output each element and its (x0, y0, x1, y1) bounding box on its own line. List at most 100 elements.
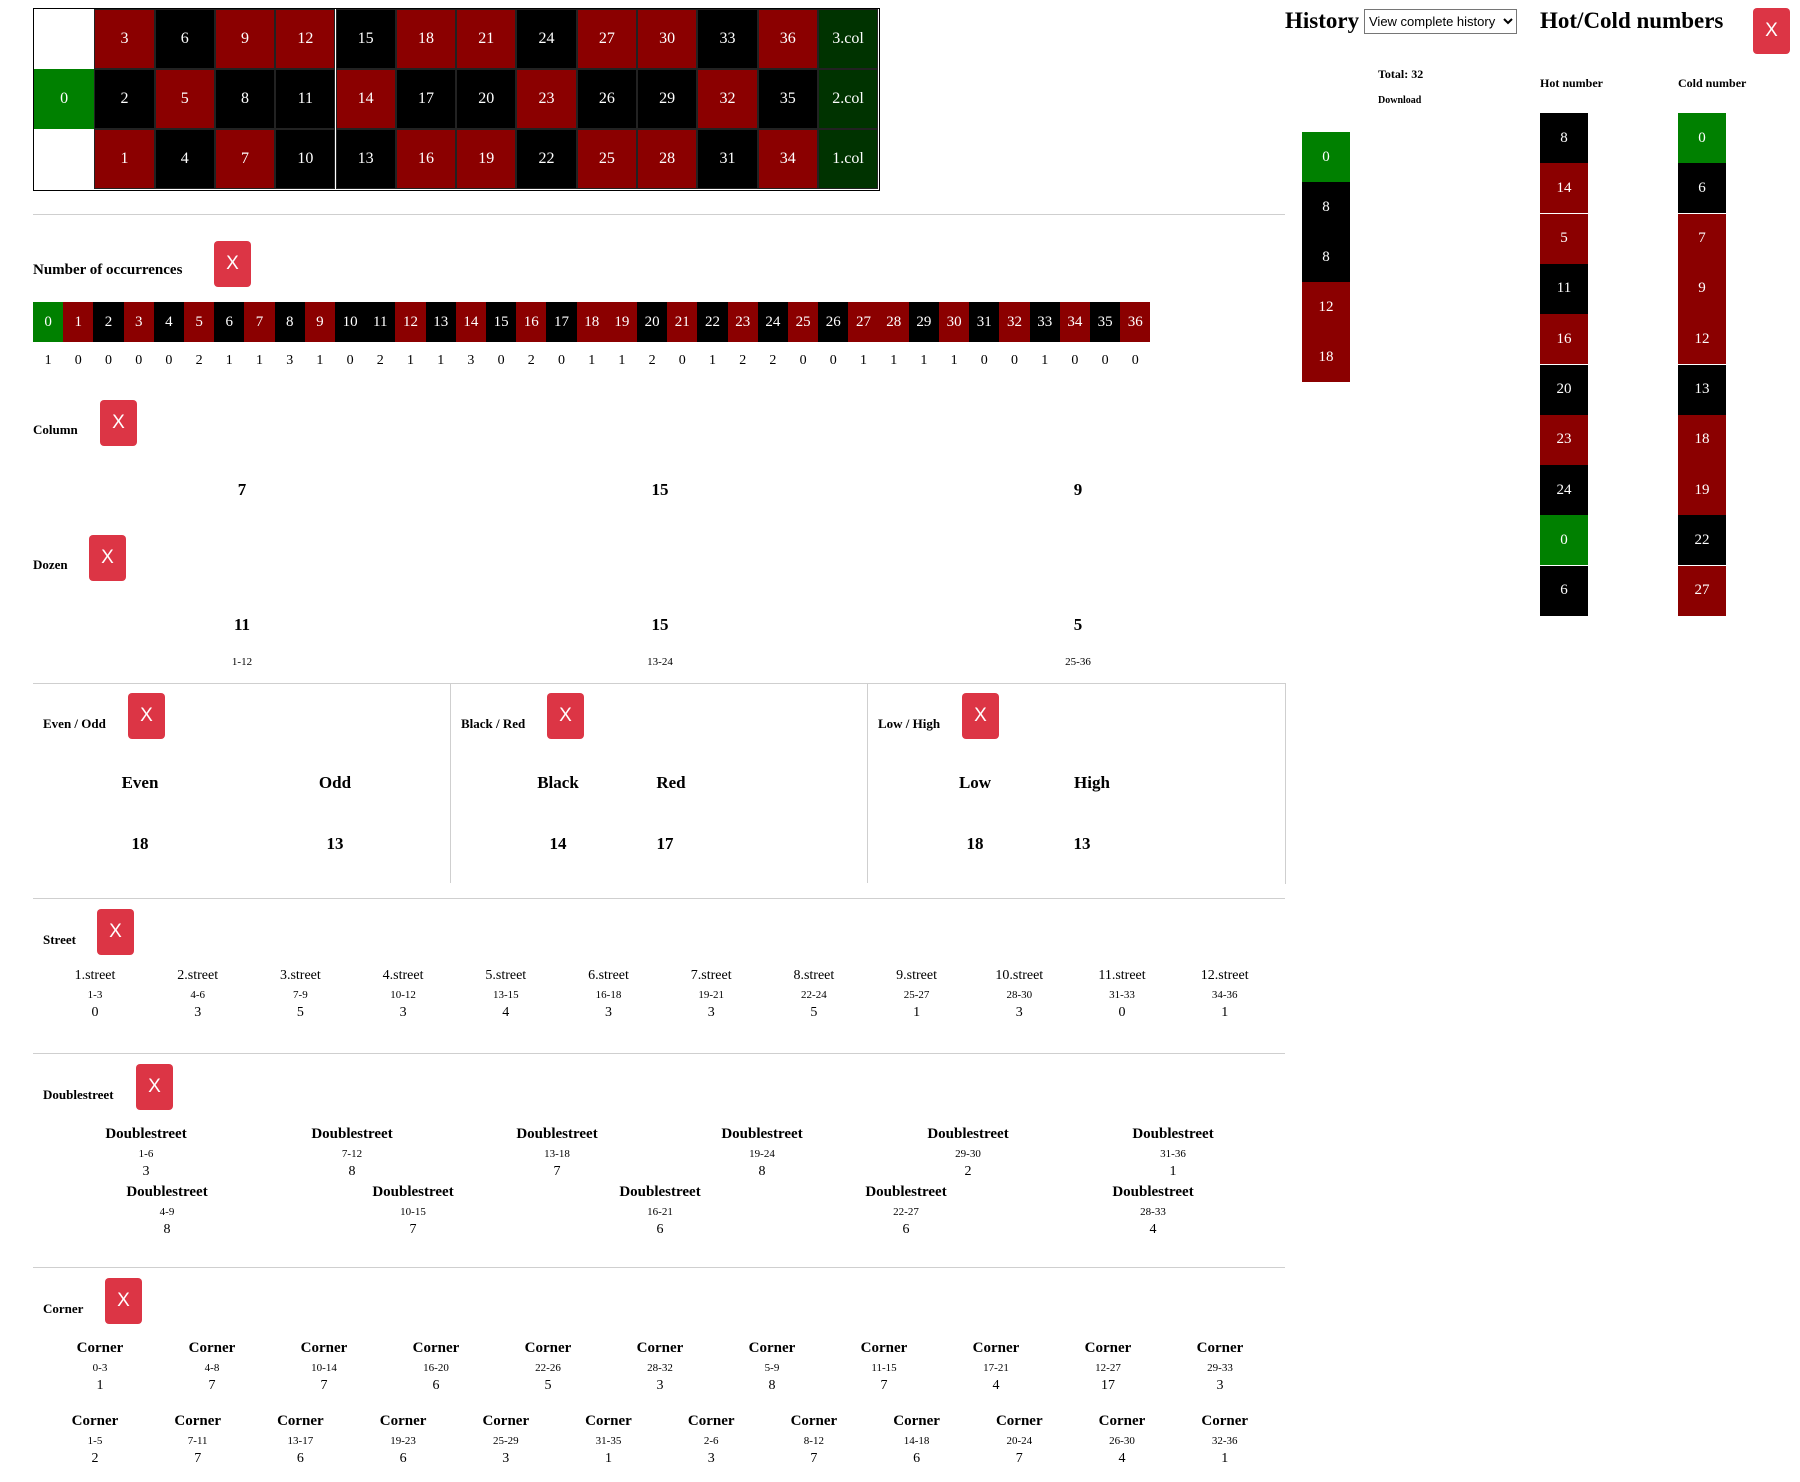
board-number-cell[interactable]: 12 (275, 9, 336, 69)
corner-range: 17-21 (983, 1362, 1009, 1374)
street-name: 2.street (177, 968, 219, 983)
board-number-cell[interactable]: 14 (335, 69, 396, 129)
doublestreet-range: 10-15 (400, 1206, 426, 1218)
board-number-cell[interactable]: 24 (516, 9, 577, 69)
board-number-cell[interactable]: 2 (94, 69, 155, 129)
corner-name: Corner (860, 1340, 908, 1356)
street-range: 22-24 (801, 989, 827, 1001)
board-number-cell[interactable]: 35 (757, 69, 818, 129)
board-number-cell[interactable]: 8 (214, 69, 276, 129)
corner-count: 1 (605, 1451, 612, 1466)
board-number-cell[interactable]: 6 (154, 9, 215, 69)
board-number-cell[interactable]: 10 (275, 129, 336, 189)
board-number-cell[interactable]: 32 (697, 69, 758, 129)
corner-count: 7 (320, 1378, 328, 1393)
corner-count: 3 (502, 1451, 510, 1466)
doublestreet-count: 4 (1149, 1222, 1157, 1237)
lowhigh-close-button[interactable]: X (962, 693, 999, 739)
board-number-cell[interactable]: 15 (335, 9, 396, 69)
board-number-cell[interactable]: 28 (637, 129, 698, 189)
board-column-cell[interactable]: 2.col (817, 69, 879, 129)
corner-name: Corner (636, 1340, 684, 1356)
corner-name: Corner (277, 1413, 324, 1429)
street-count: 1 (913, 1005, 921, 1020)
occurrence-number: 3 (123, 302, 154, 342)
corner-count: 7 (1015, 1451, 1023, 1466)
board-number-cell[interactable]: 11 (275, 69, 336, 129)
board-number-cell[interactable]: 5 (154, 69, 215, 129)
dozen-close-button[interactable]: X (89, 535, 126, 581)
history-select[interactable]: View complete history (1364, 9, 1517, 34)
column-title: Column (33, 422, 78, 437)
board-number-cell[interactable]: 9 (214, 9, 276, 69)
blackred-close-button[interactable]: X (547, 693, 584, 739)
board-number-cell[interactable]: 17 (395, 69, 457, 129)
board-number-cell[interactable]: 3 (94, 9, 155, 69)
board-number-cell[interactable]: 22 (516, 129, 577, 189)
doublestreet-name: Doublestreet (1132, 1126, 1214, 1142)
hotcold-close-button[interactable]: X (1753, 8, 1790, 54)
cold-number-item: 22 (1678, 515, 1726, 566)
doublestreet-count: 7 (553, 1164, 561, 1179)
corner-count: 6 (913, 1451, 921, 1466)
occurrence-number: 30 (939, 302, 970, 342)
occurrence-count: 2 (376, 353, 384, 368)
board-number-cell[interactable]: 33 (697, 9, 758, 69)
board-number-cell[interactable]: 21 (456, 9, 517, 69)
doublestreet-close-button[interactable]: X (136, 1064, 173, 1110)
board-number-cell[interactable]: 7 (214, 129, 276, 189)
street-close-button[interactable]: X (97, 909, 134, 955)
board-number-cell[interactable]: 20 (456, 69, 517, 129)
occurrence-count: 1 (950, 353, 958, 368)
corner-range: 2-6 (703, 1435, 719, 1447)
corner-close-button[interactable]: X (105, 1278, 142, 1324)
corner-range: 11-15 (871, 1362, 897, 1374)
column-close-button[interactable]: X (100, 400, 137, 446)
occurrence-number: 4 (153, 302, 184, 342)
history-download-link[interactable]: Download (1378, 95, 1422, 106)
corner-name: Corner (412, 1340, 460, 1356)
board-number-cell[interactable]: 1 (94, 129, 155, 189)
board-number-cell[interactable]: 23 (516, 69, 577, 129)
board-number-cell[interactable]: 13 (335, 129, 396, 189)
board-number-cell[interactable]: 30 (637, 9, 698, 69)
corner-name: Corner (379, 1413, 427, 1429)
board-number-cell[interactable]: 31 (697, 129, 758, 189)
doublestreet-count: 6 (902, 1222, 910, 1237)
odd-count: 13 (326, 834, 344, 853)
doublestreet-name: Doublestreet (311, 1126, 393, 1142)
board-number-cell[interactable]: 19 (456, 129, 517, 189)
corner-count: 6 (296, 1451, 304, 1466)
board-number-cell[interactable]: 29 (637, 69, 698, 129)
evenodd-close-button[interactable]: X (128, 693, 165, 739)
occurrence-count: 1 (618, 353, 626, 368)
board-number-cell[interactable]: 27 (576, 9, 637, 69)
street-range: 13-15 (492, 989, 519, 1001)
street-count: 3 (1015, 1005, 1023, 1020)
corner-count: 3 (1216, 1378, 1224, 1393)
dozen-value-1: 11 (233, 615, 251, 634)
board-number-cell[interactable]: 16 (395, 129, 457, 189)
board-number-cell[interactable]: 36 (757, 9, 818, 69)
board-number-cell[interactable]: 25 (576, 129, 637, 189)
occurrence-count: 0 (135, 353, 143, 368)
occurrences-close-button[interactable]: X (214, 241, 251, 287)
occurrence-number: 6 (214, 302, 245, 342)
dozen-range-3: 25-36 (1065, 656, 1091, 668)
cold-number-item: 6 (1678, 163, 1726, 214)
occurrences-title: Number of occurrences (33, 262, 183, 278)
board-number-cell[interactable]: 4 (154, 129, 215, 189)
occurrence-count: 2 (648, 353, 656, 368)
panel-divider (450, 683, 451, 883)
black-label: Black (537, 773, 579, 792)
occurrence-number: 36 (1120, 302, 1151, 342)
board-number-cell[interactable]: 18 (395, 9, 457, 69)
board-number-cell[interactable]: 34 (757, 129, 818, 189)
board-column-cell[interactable]: 3.col (817, 9, 879, 69)
occurrence-number: 9 (304, 302, 335, 342)
corner-range: 1-5 (87, 1435, 103, 1447)
high-label: High (1074, 773, 1110, 792)
board-number-cell[interactable]: 26 (576, 69, 637, 129)
board-zero-cell[interactable]: 0 (34, 69, 95, 129)
board-column-cell[interactable]: 1.col (817, 129, 879, 189)
